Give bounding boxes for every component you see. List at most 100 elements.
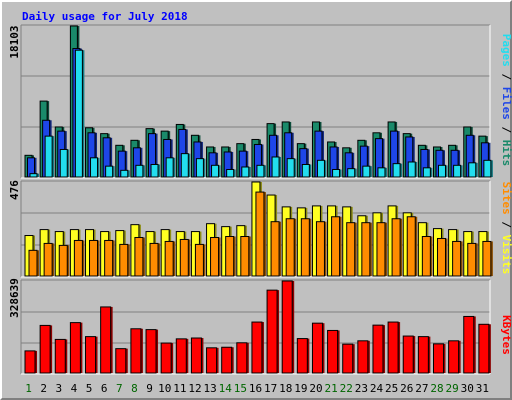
- bar-kbytes-day-30-face: [463, 315, 475, 374]
- bar-pages-day-21: [332, 168, 342, 178]
- bar-kbytes-day-20-depth: [322, 323, 325, 373]
- bar-kbytes-day-21: [327, 329, 340, 374]
- bar-sites-day-12-depth: [203, 244, 206, 276]
- x-tick-day-13: 13: [203, 382, 216, 395]
- bar-pages-day-17-face: [271, 156, 280, 178]
- bar-sites-day-22-face: [346, 222, 356, 277]
- bar-kbytes-day-20-face: [311, 322, 323, 374]
- bar-pages-day-16: [256, 164, 266, 178]
- bar-pages-day-19-depth: [309, 164, 312, 177]
- bar-pages-day-11-face: [180, 153, 189, 178]
- bar-kbytes-day-2: [39, 324, 53, 374]
- bar-pages-day-16-depth: [263, 165, 266, 177]
- bar-sites-day-21-face: [331, 216, 341, 277]
- bar-pages-day-30: [468, 162, 478, 178]
- bar-sites-day-5-depth: [97, 240, 100, 276]
- bar-kbytes-day-14-face: [221, 346, 233, 374]
- x-tick-day-1: 1: [25, 382, 32, 395]
- bar-pages-day-25-face: [392, 163, 401, 178]
- bar-sites-day-1-depth: [37, 250, 39, 276]
- bar-sites-day-31-face: [482, 240, 492, 277]
- bar-pages-day-18-face: [286, 158, 295, 178]
- legend-panel-1: Pages / Files / Hits: [500, 34, 512, 167]
- bar-kbytes-day-25-face: [387, 321, 399, 374]
- bar-pages-day-4-face: [74, 49, 83, 178]
- x-tick-day-28: 28: [430, 382, 443, 395]
- bar-pages-day-20-face: [316, 159, 325, 178]
- bar-kbytes-day-27: [417, 336, 431, 374]
- bar-kbytes-day-27-depth: [428, 336, 431, 373]
- bar-pages-day-2: [44, 135, 55, 178]
- bar-pages-day-17: [271, 156, 282, 178]
- x-tick-day-7: 7: [116, 382, 123, 395]
- bar-sites-day-20-face: [315, 221, 325, 277]
- bar-pages-day-29: [453, 164, 463, 178]
- bar-pages-day-25: [392, 163, 403, 178]
- bar-kbytes-day-29-face: [448, 340, 460, 374]
- x-tick-day-18: 18: [279, 382, 292, 395]
- bar-files-day-5-depth: [95, 132, 98, 177]
- bar-files-day-22-depth: [352, 152, 355, 177]
- bar-sites-day-8: [134, 236, 145, 277]
- bar-sites-day-10-face: [164, 240, 174, 277]
- bar-pages-day-17-depth: [279, 156, 282, 177]
- bar-kbytes-day-6-depth: [110, 306, 113, 373]
- bar-kbytes-day-18: [281, 280, 295, 374]
- bar-pages-day-7-face: [120, 169, 129, 178]
- bar-kbytes-day-3-face: [54, 338, 66, 374]
- bar-kbytes-day-16-face: [251, 321, 263, 374]
- x-tick-day-29: 29: [446, 382, 459, 395]
- bar-kbytes-day-12-depth: [201, 338, 204, 373]
- bar-kbytes-day-29-depth: [458, 340, 461, 373]
- bar-pages-day-26: [407, 161, 418, 178]
- x-tick-day-23: 23: [355, 382, 368, 395]
- x-tick-day-9: 9: [146, 382, 153, 395]
- bar-kbytes-day-8-depth: [140, 328, 143, 373]
- bar-kbytes-day-5-face: [85, 336, 97, 374]
- bar-sites-day-30: [467, 242, 478, 277]
- bar-sites-day-6-depth: [112, 240, 115, 276]
- legend-visits: Visits: [500, 235, 512, 275]
- bar-sites-day-20-depth: [324, 221, 327, 276]
- bar-pages-day-3: [59, 148, 70, 178]
- bar-kbytes-day-16-depth: [261, 322, 264, 373]
- bar-pages-day-7-depth: [127, 170, 130, 177]
- bar-kbytes-day-28-face: [432, 343, 444, 374]
- bar-pages-day-13-depth: [218, 165, 221, 177]
- bar-pages-day-21-depth: [339, 169, 342, 177]
- bar-sites-day-28-face: [436, 237, 446, 277]
- x-tick-day-16: 16: [249, 382, 262, 395]
- y-axis-max-label: 328639: [8, 278, 21, 318]
- x-tick-day-21: 21: [325, 382, 338, 395]
- bar-sites-day-11: [179, 238, 191, 277]
- bar-sites-day-19-face: [300, 218, 310, 277]
- bar-kbytes-day-9-depth: [156, 329, 159, 373]
- x-tick-day-12: 12: [188, 382, 201, 395]
- bar-sites-day-27-face: [421, 236, 431, 277]
- bar-sites-day-11-depth: [188, 239, 191, 276]
- bar-pages-day-15-depth: [248, 166, 251, 177]
- bar-kbytes-day-11: [175, 338, 189, 374]
- bar-pages-day-8-depth: [142, 165, 145, 177]
- bar-files-day-23-depth: [367, 146, 370, 177]
- bar-pages-day-20: [316, 159, 327, 178]
- x-tick-day-6: 6: [101, 382, 108, 395]
- bar-files-day-21-depth: [337, 146, 340, 177]
- bar-sites-day-28: [436, 237, 448, 277]
- bar-sites-day-30-depth: [475, 243, 478, 276]
- bar-pages-day-11: [180, 153, 191, 178]
- bar-sites-day-14-face: [225, 236, 235, 277]
- bar-pages-day-5-face: [90, 157, 99, 178]
- bar-kbytes-day-8: [130, 328, 143, 374]
- x-tick-day-17: 17: [264, 382, 277, 395]
- bar-pages-day-13: [211, 164, 221, 178]
- bar-pages-day-1-face: [29, 173, 38, 178]
- bar-pages-day-12-face: [195, 158, 204, 178]
- bar-pages-day-14-face: [226, 168, 235, 178]
- bar-sites-day-22-depth: [354, 222, 357, 276]
- bar-pages-day-15: [241, 166, 251, 178]
- bar-sites-day-26-depth: [415, 216, 418, 276]
- bar-kbytes-day-15-face: [236, 342, 248, 374]
- bar-files-day-18-depth: [291, 132, 294, 177]
- bar-sites-day-23-depth: [369, 222, 372, 276]
